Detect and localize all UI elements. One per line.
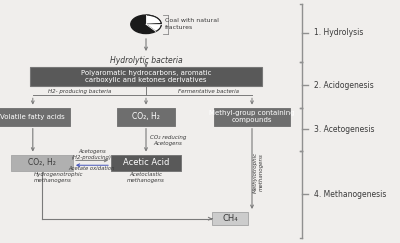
FancyBboxPatch shape [111,155,181,171]
Text: 4. Methanogenesis: 4. Methanogenesis [314,190,386,199]
FancyBboxPatch shape [214,107,290,126]
Circle shape [131,15,161,34]
Text: Polyaromatic hydrocarbons, aromatic
carboxylic and ketones derivatives: Polyaromatic hydrocarbons, aromatic carb… [81,70,211,83]
Wedge shape [146,15,161,24]
Text: H2- producing bacteria: H2- producing bacteria [48,89,112,94]
Text: Volatile fatty acids: Volatile fatty acids [0,114,65,120]
Wedge shape [146,24,161,31]
Text: Hydrolytic bacteria: Hydrolytic bacteria [110,56,182,65]
FancyBboxPatch shape [30,67,262,86]
Text: 2. Acidogenesis: 2. Acidogenesis [314,80,374,90]
FancyBboxPatch shape [0,107,70,126]
Text: Coal with natural
fractures: Coal with natural fractures [165,18,219,30]
Text: Acetate oxidation: Acetate oxidation [69,166,115,171]
FancyBboxPatch shape [212,212,248,225]
Text: 1. Hydrolysis: 1. Hydrolysis [314,28,363,37]
Text: Acetoclastic
methanogens: Acetoclastic methanogens [127,172,165,183]
Text: CO₂ reducing
Acetogens: CO₂ reducing Acetogens [150,135,186,146]
FancyBboxPatch shape [117,107,175,126]
Text: 3. Acetogenesis: 3. Acetogenesis [314,125,374,134]
Text: Fermentative bacteria: Fermentative bacteria [178,89,238,94]
Text: Hydrogenotrophic
methanogens: Hydrogenotrophic methanogens [34,172,84,183]
Text: Acetogens
(H2-producing): Acetogens (H2-producing) [72,149,112,160]
Text: CO₂, H₂: CO₂, H₂ [28,158,56,167]
Text: Acetic Acid: Acetic Acid [123,158,169,167]
Text: CO₂, H₂: CO₂, H₂ [132,112,160,121]
Text: Methylotrophic
methanogens: Methylotrophic methanogens [253,152,263,193]
FancyBboxPatch shape [11,155,73,171]
Text: CH₄: CH₄ [222,214,238,223]
Text: Methyl-group containing
compounds: Methyl-group containing compounds [209,110,295,123]
